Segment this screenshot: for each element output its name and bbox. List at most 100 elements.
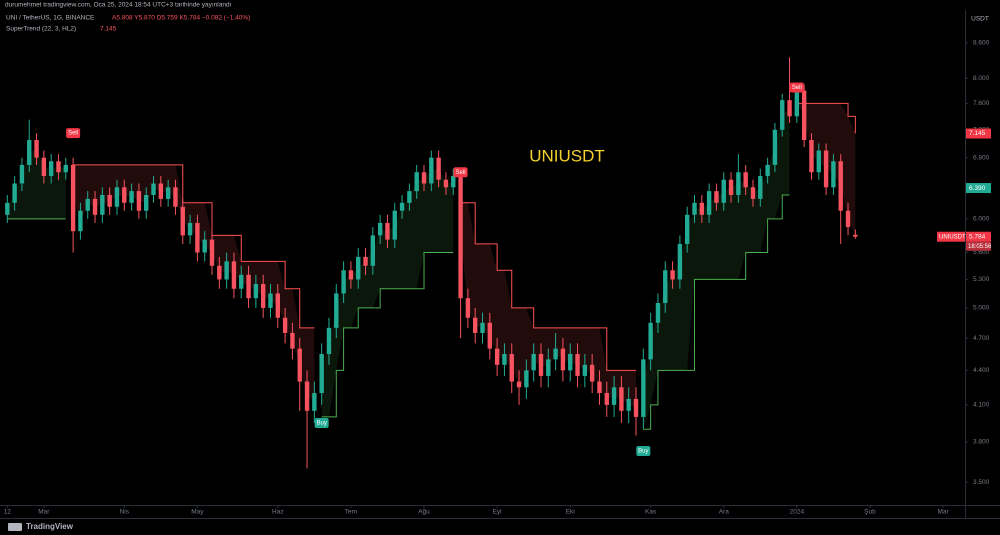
candle-body (363, 256, 368, 266)
x-tick-label: Mar (937, 509, 949, 516)
signal-badge (789, 82, 804, 93)
candle-body (12, 183, 17, 203)
candle-body (853, 234, 858, 237)
y-tick-label: 6.000 (973, 216, 990, 223)
candle-body (326, 327, 332, 354)
candle-body (414, 172, 419, 192)
supertrend-line (643, 194, 790, 430)
candle-body (202, 239, 207, 253)
candle-body (575, 353, 580, 376)
candle-body (92, 198, 98, 215)
candle-body (655, 303, 661, 323)
brand: TradingView (26, 522, 74, 531)
signal-label: Sell (792, 85, 802, 91)
y-tick-label: 3.800 (973, 439, 990, 446)
candle-body (100, 194, 105, 215)
y-tick-label: 3.500 (973, 479, 990, 486)
x-tick-label: Eki (566, 509, 575, 516)
candle-body (129, 191, 134, 203)
candle-body (239, 274, 244, 289)
candle-body (41, 157, 47, 176)
candle-body (721, 179, 726, 203)
countdown-tag (966, 241, 991, 251)
indicator-legend: SuperTrend (22, 3, HL2) (6, 26, 76, 33)
candle-body (231, 261, 237, 289)
x-tick-label: Haz (272, 509, 284, 516)
candle-body (801, 90, 807, 141)
candle-body (356, 256, 361, 280)
candle-body (597, 381, 602, 394)
candle-body (319, 353, 324, 394)
candle-body (838, 161, 843, 211)
candle-body (568, 353, 573, 371)
candle-body (158, 183, 164, 199)
candle-body (546, 359, 551, 376)
candle-body (370, 235, 376, 266)
y-tick-label: 5.000 (973, 305, 990, 312)
candle-body (487, 322, 493, 349)
chart-title: UNIUSDT (529, 146, 605, 165)
price-tag (966, 128, 991, 139)
candle-body (531, 353, 536, 371)
candle-body (341, 270, 346, 294)
signal-badge (314, 418, 329, 429)
y-tick-label: 4.100 (973, 402, 990, 409)
y-tick-label: 6.800 (973, 154, 990, 161)
candle-body (144, 194, 149, 211)
candle-body (772, 129, 778, 165)
price-tag-label: 7.145 (969, 130, 986, 137)
candle-body (582, 364, 588, 376)
candle-body (290, 332, 295, 349)
candle-body (27, 140, 32, 165)
candle-body (136, 191, 142, 211)
candle-body (641, 359, 646, 417)
candle-body (670, 270, 675, 280)
brand-logo (8, 523, 22, 531)
supertrend-line (321, 252, 454, 418)
candle-body (187, 222, 193, 236)
candle-body (19, 164, 25, 184)
signal-badge (66, 128, 81, 139)
candle-body (823, 150, 829, 188)
candle-body (743, 172, 748, 188)
candle-body (217, 265, 222, 280)
x-tick-label: Eyl (493, 509, 503, 516)
signal-label: Buy (638, 449, 648, 455)
candle-body (458, 175, 463, 299)
candle-body (407, 191, 412, 203)
trend-fill (321, 168, 454, 417)
candle-body (480, 322, 485, 333)
candle-body (334, 293, 339, 328)
candle-body (809, 140, 814, 173)
candle-body (48, 161, 54, 176)
candle-body (845, 210, 851, 228)
candle-body (831, 161, 836, 188)
currency: USDT (971, 16, 989, 23)
published-note: durumehmet tradingview.com, Oca 25, 2024… (5, 2, 232, 9)
candle-body (626, 398, 631, 411)
candle-body (85, 198, 90, 211)
candle-body (173, 187, 178, 207)
y-tick-label: 8.600 (973, 40, 990, 47)
candle-body (509, 353, 514, 382)
candle-body (699, 202, 705, 215)
candle-body (750, 187, 756, 199)
candle-body (114, 187, 120, 207)
x-tick-label: Mar (38, 509, 50, 516)
candle-body (516, 381, 522, 388)
price-tag-label: 6.390 (969, 185, 986, 192)
candle-body (282, 317, 288, 333)
signal-label: Sell (456, 170, 466, 176)
x-tick-label: 2024 (790, 509, 805, 516)
candle-body (451, 175, 456, 188)
candle-body (677, 243, 683, 280)
candle-body (692, 202, 697, 215)
candle-body (348, 270, 354, 280)
x-tick-label: Kas (645, 509, 657, 516)
candle-body (684, 214, 690, 244)
candle-body (472, 317, 478, 333)
candle-body (392, 210, 397, 240)
